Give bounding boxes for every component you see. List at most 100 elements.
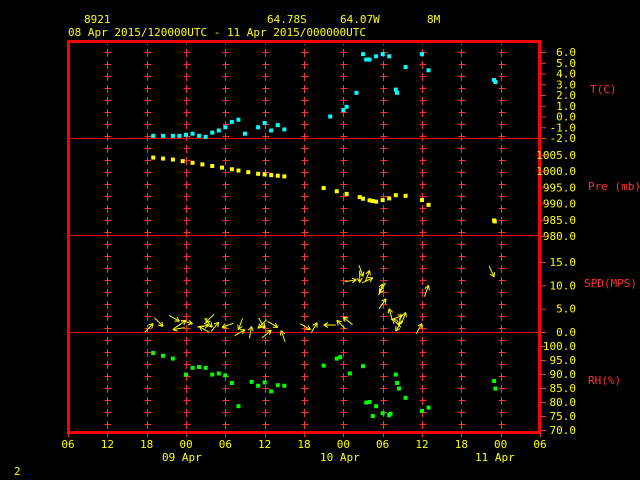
rh-point xyxy=(321,363,326,368)
temp-point xyxy=(426,68,431,73)
rh-point xyxy=(388,411,393,416)
pres-point xyxy=(492,219,497,224)
pres-point xyxy=(374,199,379,204)
pres-point xyxy=(246,170,251,175)
wind-arrow-head xyxy=(280,330,286,335)
time-period: 08 Apr 2015/120000UTC - 11 Apr 2015/0000… xyxy=(68,26,366,39)
wind-arrow xyxy=(248,326,254,339)
wind-arrow-head xyxy=(489,273,495,278)
wind-arrow-shaft xyxy=(221,322,234,328)
wind-arrow-shaft xyxy=(258,317,266,329)
rh-point xyxy=(256,383,261,388)
wind-arrow xyxy=(172,326,185,332)
wind-arrow-head xyxy=(148,323,154,326)
temp-point xyxy=(395,90,400,95)
wind-arrow xyxy=(279,330,286,343)
rh-point xyxy=(364,400,369,405)
x-tick-label: 18 xyxy=(297,438,310,451)
pres-point xyxy=(220,165,225,170)
wind-arrow-shaft xyxy=(343,316,353,326)
wind-arrow-shaft xyxy=(423,285,430,297)
wind-arrow-shaft xyxy=(388,308,393,321)
wind-arrow-shaft xyxy=(395,320,403,332)
rh-point xyxy=(420,408,424,413)
temp-point xyxy=(361,52,365,57)
pres-point xyxy=(361,196,365,201)
y-tick-labels: 6.05.04.03.02.01.00.0-1.0-2.01005.01000.… xyxy=(536,46,576,437)
rh-point xyxy=(493,386,498,391)
wind-arrow xyxy=(361,277,374,284)
temp-point xyxy=(282,127,287,132)
y-tick-label: -2.0 xyxy=(550,132,577,145)
y-tick-label: 2.0 xyxy=(556,89,576,102)
rh-point xyxy=(216,371,221,376)
wind-arrow xyxy=(356,270,363,283)
temp-point xyxy=(374,54,379,59)
temp-point xyxy=(243,131,247,136)
wind-arrow-shaft xyxy=(234,329,246,337)
wind-arrow-head xyxy=(237,324,239,330)
wind-arrow xyxy=(387,308,394,321)
y-tick-label: 1000.0 xyxy=(536,165,576,178)
wind-arrow-head xyxy=(378,283,383,288)
y-tick-label: 990.0 xyxy=(543,198,576,211)
rh-point xyxy=(249,379,254,384)
wind-arrow-head xyxy=(268,329,272,335)
wind-arrow-shaft xyxy=(378,298,387,309)
wind-arrow-head xyxy=(388,308,394,313)
x-tick-label: 06 xyxy=(376,438,389,451)
temp-point xyxy=(177,133,182,138)
pres-point xyxy=(357,195,362,200)
station-lat: 64.78S xyxy=(267,13,307,26)
wind-arrow-shaft xyxy=(378,283,384,296)
wind-arrow-head xyxy=(172,329,178,332)
x-tick-label: 00 xyxy=(337,438,350,451)
wind-arrow-head xyxy=(382,283,384,289)
wind-arrow xyxy=(310,322,318,334)
wind-arrow xyxy=(378,283,384,296)
wind-arrow-head xyxy=(312,322,318,326)
wind-arrow-head xyxy=(401,312,406,317)
wind-arrow xyxy=(197,322,210,329)
temp-point xyxy=(354,90,359,95)
rh-point xyxy=(229,380,234,385)
temp-point xyxy=(393,87,398,92)
rh-point xyxy=(262,380,267,385)
x-tick-label: 18 xyxy=(455,438,468,451)
pres-point xyxy=(256,171,261,176)
wind-arrow xyxy=(234,329,246,337)
y-tick-label: 4.0 xyxy=(556,68,576,81)
temp-point xyxy=(387,54,392,59)
pres-point xyxy=(210,164,215,169)
y-tick-label: 95.0 xyxy=(550,354,577,367)
temp-point xyxy=(269,128,274,133)
temp-point xyxy=(170,133,175,138)
wind-arrow xyxy=(258,317,266,329)
wind-arrow-shaft xyxy=(210,321,220,332)
y-tick-label: 5.0 xyxy=(556,303,576,316)
wind-arrow-head xyxy=(274,322,279,328)
wind-arrow-shaft xyxy=(267,320,279,328)
wind-arrow-shaft xyxy=(488,265,495,278)
rh-point xyxy=(361,364,365,369)
wind-arrow-shaft xyxy=(180,320,193,325)
wind-arrow-head xyxy=(251,326,254,332)
pres-point xyxy=(282,174,287,179)
wind-arrow-head xyxy=(210,322,213,328)
temp-point xyxy=(493,80,498,85)
x-tick-label: 12 xyxy=(258,438,271,451)
wind-arrow xyxy=(364,270,371,282)
wind-arrow-shaft xyxy=(280,330,286,343)
rh-point xyxy=(374,404,379,409)
wind-arrow-head xyxy=(381,298,387,302)
pres-point xyxy=(262,172,267,177)
wind-arrow-shaft xyxy=(344,279,357,283)
wind-arrow-head xyxy=(396,320,400,326)
wind-arrow-shaft xyxy=(390,315,403,321)
pres-point xyxy=(275,173,280,178)
wind-arrow-head xyxy=(351,277,357,281)
wind-arrow-shaft xyxy=(310,322,318,334)
wind-arrow-head xyxy=(323,322,329,326)
wind-arrow-head xyxy=(379,290,384,294)
rh-point xyxy=(184,372,188,377)
